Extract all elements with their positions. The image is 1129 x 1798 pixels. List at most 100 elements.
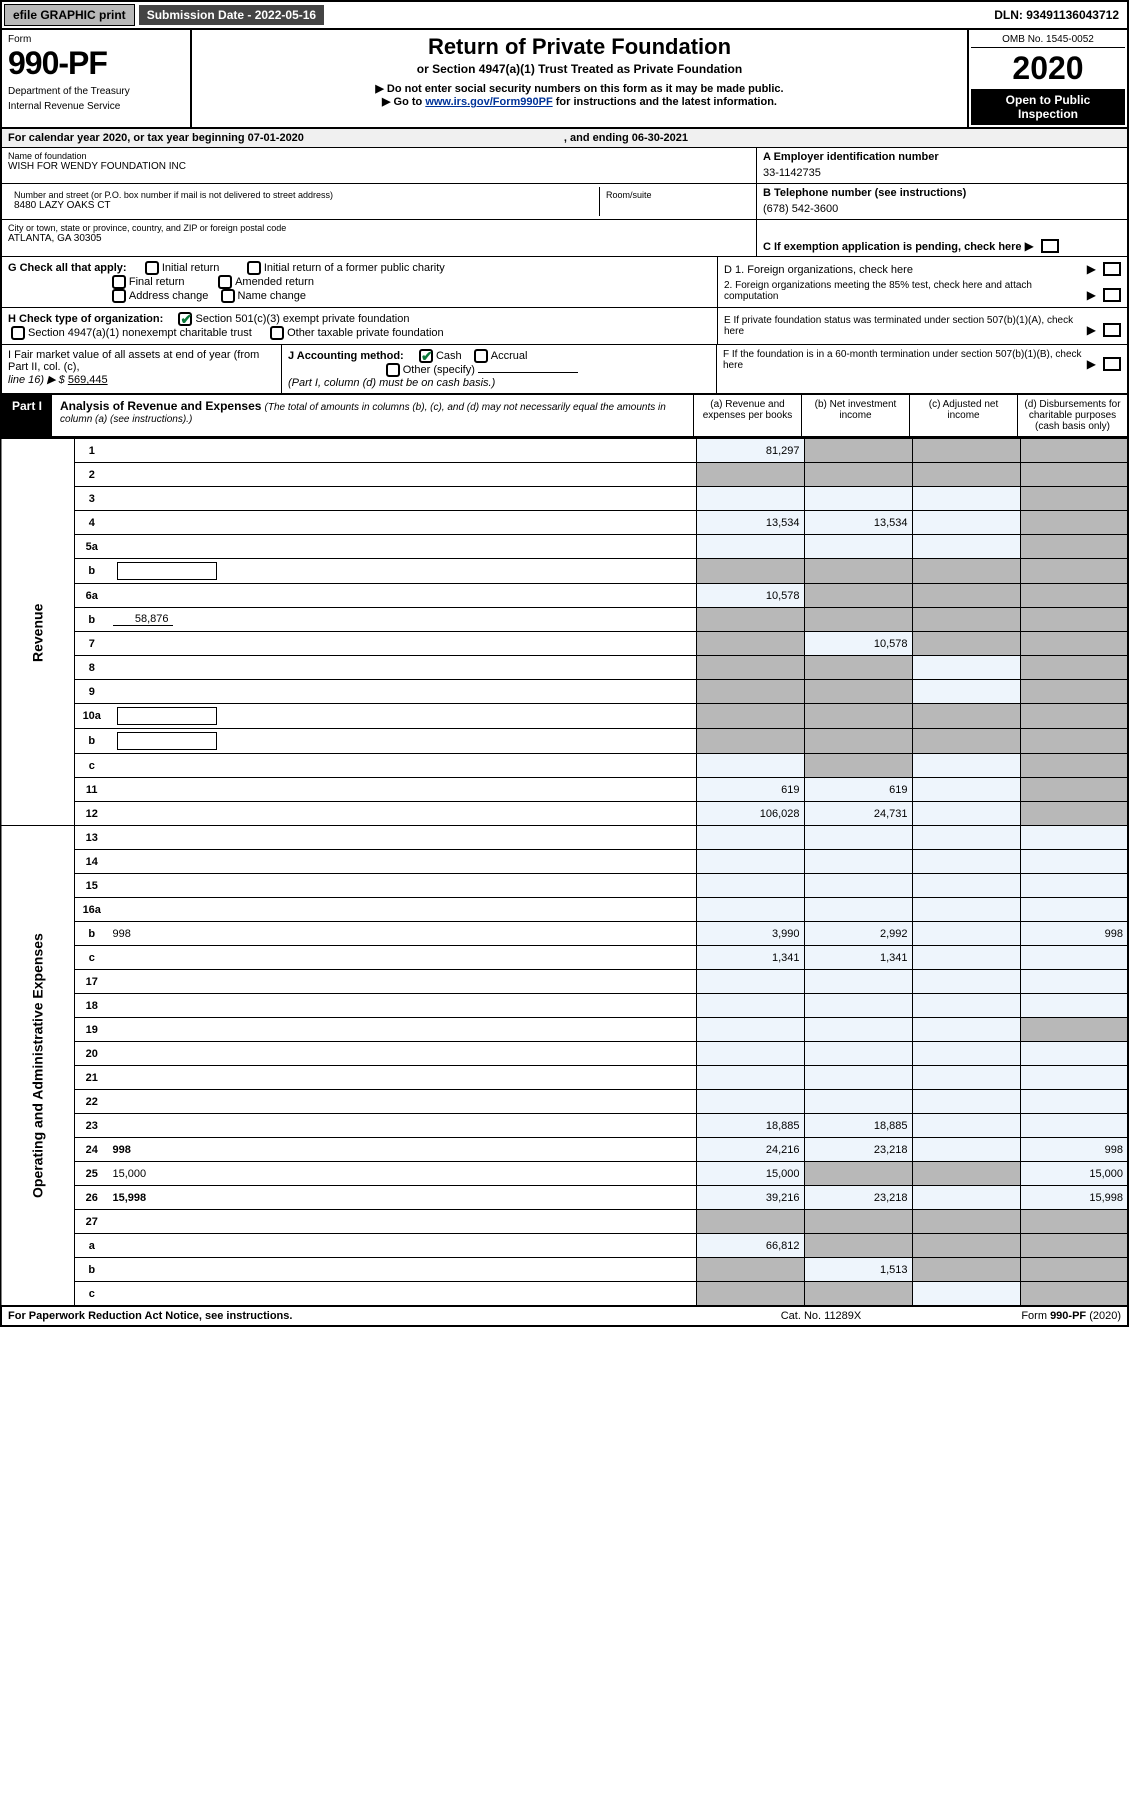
address-cell: Number and street (or P.O. box number if…: [2, 184, 756, 220]
form990pf-link[interactable]: www.irs.gov/Form990PF: [425, 96, 552, 108]
line-description: [109, 559, 697, 584]
line-number: 4: [75, 511, 109, 535]
amount-cell: [696, 632, 804, 656]
table-row: 27: [1, 1210, 1128, 1234]
amount-cell: 13,534: [804, 511, 912, 535]
name-change-checkbox[interactable]: [221, 289, 235, 303]
table-row: 16a: [1, 898, 1128, 922]
address-change-checkbox[interactable]: [112, 289, 126, 303]
amount-cell: [1020, 1114, 1128, 1138]
arrow-icon: ▶: [1087, 357, 1096, 371]
amount-cell: [804, 439, 912, 463]
other-taxable-checkbox[interactable]: [270, 326, 284, 340]
d1-label: D 1. Foreign organizations, check here: [724, 264, 1084, 276]
line-description: 15,000: [109, 1162, 697, 1186]
cash-checkbox[interactable]: [419, 349, 433, 363]
line-description: [109, 1114, 697, 1138]
j-other: Other (specify): [403, 364, 475, 376]
amount-cell: [696, 826, 804, 850]
initial-former-checkbox[interactable]: [247, 261, 261, 275]
table-row: 2499824,21623,218998: [1, 1138, 1128, 1162]
table-row: 710,578: [1, 632, 1128, 656]
amount-cell: [804, 874, 912, 898]
amount-cell: [912, 1210, 1020, 1234]
table-row: 10a: [1, 704, 1128, 729]
note2-pre: ▶ Go to: [382, 96, 425, 108]
table-row: Operating and Administrative Expenses13: [1, 826, 1128, 850]
city-label: City or town, state or province, country…: [8, 223, 750, 233]
line-number: 17: [75, 970, 109, 994]
c-label: C If exemption application is pending, c…: [763, 241, 1022, 253]
amount-cell: [696, 850, 804, 874]
f-checkbox[interactable]: [1103, 357, 1121, 371]
amount-cell: [912, 704, 1020, 729]
col-d-header: (d) Disbursements for charitable purpose…: [1017, 395, 1127, 436]
table-row: 2615,99839,21623,21815,998: [1, 1186, 1128, 1210]
footer-center: Cat. No. 11289X: [721, 1310, 921, 1322]
amount-cell: 18,885: [804, 1114, 912, 1138]
inline-value: [117, 707, 217, 725]
amount-cell: 81,297: [696, 439, 804, 463]
form-subtitle: or Section 4947(a)(1) Trust Treated as P…: [200, 62, 959, 76]
g-opt2: Address change: [129, 290, 209, 302]
line-number: 27: [75, 1210, 109, 1234]
amount-cell: 24,216: [696, 1138, 804, 1162]
table-row: 12106,02824,731: [1, 802, 1128, 826]
form-title: Return of Private Foundation: [200, 34, 959, 60]
amount-cell: [1020, 487, 1128, 511]
e-checkbox[interactable]: [1103, 323, 1121, 337]
amount-cell: [696, 487, 804, 511]
line-number: 20: [75, 1042, 109, 1066]
amount-cell: [1020, 1090, 1128, 1114]
4947-checkbox[interactable]: [11, 326, 25, 340]
amount-cell: [912, 1066, 1020, 1090]
amount-cell: [912, 1138, 1020, 1162]
final-return-checkbox[interactable]: [112, 275, 126, 289]
amount-cell: [912, 874, 1020, 898]
note2-post: for instructions and the latest informat…: [553, 96, 777, 108]
part1-table: Revenue181,29723413,53413,5345ab 6a10,57…: [0, 438, 1129, 1306]
amended-return-checkbox[interactable]: [218, 275, 232, 289]
form-note2: ▶ Go to www.irs.gov/Form990PF for instru…: [200, 95, 959, 108]
calyear-end: , and ending 06-30-2021: [564, 132, 688, 144]
line-description: [109, 754, 697, 778]
line-number: 15: [75, 874, 109, 898]
amount-cell: [696, 559, 804, 584]
accrual-checkbox[interactable]: [474, 349, 488, 363]
line-number: 16a: [75, 898, 109, 922]
amount-cell: 23,218: [804, 1186, 912, 1210]
line-number: 14: [75, 850, 109, 874]
amount-cell: [804, 656, 912, 680]
table-row: b: [1, 729, 1128, 754]
amount-cell: [1020, 511, 1128, 535]
amount-cell: 15,000: [696, 1162, 804, 1186]
c-checkbox[interactable]: [1041, 239, 1059, 253]
501c3-checkbox[interactable]: [178, 312, 192, 326]
amount-cell: [804, 826, 912, 850]
line-number: 10a: [75, 704, 109, 729]
amount-cell: [1020, 970, 1128, 994]
amount-cell: [912, 898, 1020, 922]
amount-cell: [912, 608, 1020, 632]
dept-treasury: Department of the Treasury: [8, 86, 184, 97]
line-number: b: [75, 922, 109, 946]
d2-checkbox[interactable]: [1103, 288, 1121, 302]
efile-button[interactable]: efile GRAPHIC print: [4, 4, 135, 26]
amount-cell: 3,990: [696, 922, 804, 946]
initial-return-checkbox[interactable]: [145, 261, 159, 275]
col-c-header: (c) Adjusted net income: [909, 395, 1017, 436]
amount-cell: [1020, 1066, 1128, 1090]
amount-cell: [696, 680, 804, 704]
table-row: 2: [1, 463, 1128, 487]
g-opt4: Amended return: [235, 276, 314, 288]
footer-left: For Paperwork Reduction Act Notice, see …: [8, 1310, 721, 1322]
amount-cell: [1020, 608, 1128, 632]
amount-cell: [1020, 778, 1128, 802]
d1-checkbox[interactable]: [1103, 262, 1121, 276]
amount-cell: [912, 1114, 1020, 1138]
other-method-checkbox[interactable]: [386, 363, 400, 377]
h-opt3: Other taxable private foundation: [287, 327, 444, 339]
line-number: 8: [75, 656, 109, 680]
line-description: [109, 1018, 697, 1042]
amount-cell: 23,218: [804, 1138, 912, 1162]
